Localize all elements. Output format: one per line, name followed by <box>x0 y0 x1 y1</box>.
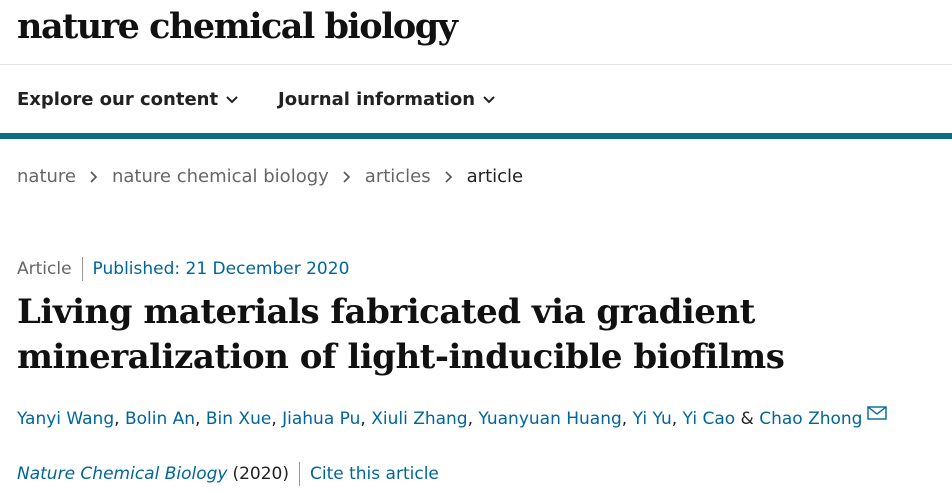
author-link[interactable]: Jiahua Pu <box>282 409 361 429</box>
author-link[interactable]: Bin Xue <box>205 409 272 429</box>
chevron-right <box>445 170 452 183</box>
separator: & <box>740 409 754 429</box>
divider <box>0 64 952 65</box>
author-link[interactable]: Yi Cao <box>682 409 736 429</box>
accent-bar <box>0 133 952 139</box>
breadcrumb: nature nature chemical biology articles art… <box>17 166 523 187</box>
published-date: Published: 21 December 2020 <box>92 259 350 279</box>
chevron-right <box>90 170 98 183</box>
breadcrumb-item[interactable]: nature <box>17 166 76 187</box>
separator: , <box>621 409 628 429</box>
author-link[interactable]: Bolin An <box>124 409 196 429</box>
citation: Nature Chemical Biology (2020) Cite this… <box>17 462 439 486</box>
cite-link[interactable]: Cite this article <box>310 464 439 484</box>
separator: , <box>271 409 277 429</box>
article-title: Living materials fabricated via gradient… <box>17 292 785 377</box>
breadcrumb-item: article <box>466 166 524 187</box>
author-link[interactable]: Yuanyuan Huang <box>478 409 622 429</box>
article-type: Article <box>17 257 83 281</box>
breadcrumb-item[interactable]: nature chemical biology <box>111 166 329 187</box>
chevron-down <box>226 95 238 103</box>
separator: , <box>195 409 201 429</box>
author-link[interactable]: Yi Yu <box>632 409 672 429</box>
author-link[interactable]: Xiuli Zhang <box>371 409 468 429</box>
email-icon[interactable] <box>867 406 888 420</box>
nav-item[interactable]: Journal information <box>278 89 495 110</box>
chevron-down <box>483 95 495 103</box>
nav-label: Journal information <box>278 89 476 110</box>
author-link[interactable]: Chao Zhong <box>759 409 863 429</box>
chevron-right <box>343 170 350 183</box>
separator: , <box>360 409 366 429</box>
logo[interactable]: nature chemical biology <box>17 6 458 47</box>
breadcrumb-item[interactable]: articles <box>364 166 431 187</box>
separator: , <box>671 409 678 429</box>
nav-label: Explore our content <box>17 89 219 110</box>
year: (2020) <box>232 462 300 486</box>
author-list: Yanyi Wang, Bolin An, Bin Xue, Jiahua Pu… <box>17 406 888 429</box>
journal-name[interactable]: Nature Chemical Biology <box>17 464 228 484</box>
article-meta: Article Published: 21 December 2020 <box>17 257 349 281</box>
separator: , <box>467 409 474 429</box>
separator: , <box>114 409 120 429</box>
author-link[interactable]: Yanyi Wang <box>17 409 115 429</box>
nav-item[interactable]: Explore our content <box>17 89 238 110</box>
